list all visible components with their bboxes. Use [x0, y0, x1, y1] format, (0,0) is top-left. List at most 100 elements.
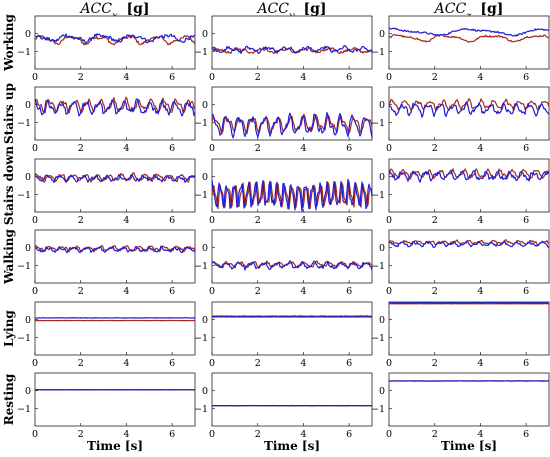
panel-r5-c0: 0 2 4 6 0 −1 [17, 372, 196, 440]
y-tick-label: 0 [202, 386, 208, 397]
y-tick-label: 0 [379, 315, 385, 326]
x-tick-label: 0 [386, 358, 392, 369]
x-tick-label: 6 [523, 358, 529, 369]
x-tick-label: 4 [477, 429, 483, 440]
series-blue-line [388, 302, 550, 304]
x-tick-label: 6 [346, 286, 352, 297]
x-tick-label: 6 [346, 215, 352, 226]
panel-r0-c2: 0 2 4 6 0 −1 [371, 15, 550, 83]
panel-r4-c0: 0 2 4 6 0 −1 [17, 301, 196, 369]
x-tick-label: 2 [255, 215, 261, 226]
x-tick-label: 4 [300, 143, 306, 154]
row-label-stairs-up: Stairs up [2, 83, 16, 144]
x-tick-label: 0 [209, 215, 215, 226]
x-tick-label: 2 [78, 429, 84, 440]
x-tick-label: 6 [169, 215, 175, 226]
row-label-walking: Walking [2, 229, 16, 285]
row-label-lying: Lying [2, 310, 16, 347]
x-tick-label: 0 [386, 429, 392, 440]
panel-r1-c2: 0 2 4 6 0 −1 [371, 86, 550, 154]
series-blue-line [34, 245, 196, 254]
x-tick-label: 4 [477, 72, 483, 83]
x-tick-label: 0 [209, 358, 215, 369]
x-tick-label: 6 [169, 429, 175, 440]
y-tick-label: 0 [25, 386, 31, 397]
y-tick-label: −1 [371, 118, 385, 129]
panel-r5-c2: 0 2 4 6 0 −1 [371, 372, 550, 440]
x-tick-label: 4 [300, 72, 306, 83]
y-tick-label: 0 [379, 172, 385, 183]
y-tick-label: −1 [371, 333, 385, 344]
y-tick-label: −1 [17, 190, 31, 201]
axes-frame [211, 86, 373, 141]
y-tick-label: −1 [194, 333, 208, 344]
y-tick-label: −1 [194, 190, 208, 201]
x-tick-label: 0 [32, 429, 38, 440]
panel-r2-c2: 0 2 4 6 0 −1 [371, 158, 550, 226]
y-tick-label: 0 [202, 172, 208, 183]
y-tick-label: −1 [371, 261, 385, 272]
y-tick-label: 0 [25, 243, 31, 254]
x-tick-label: 2 [78, 286, 84, 297]
x-tick-label: 2 [255, 429, 261, 440]
series-blue-line [34, 98, 196, 117]
x-tick-label: 0 [32, 143, 38, 154]
panel-r3-c2: 0 2 4 6 0 −1 [371, 229, 550, 297]
y-tick-label: −1 [371, 190, 385, 201]
series-red-line [388, 97, 550, 112]
x-tick-label: 6 [523, 286, 529, 297]
x-tick-label: 2 [432, 358, 438, 369]
y-tick-label: −1 [194, 118, 208, 129]
series-red-line [388, 239, 550, 246]
y-tick-label: −1 [371, 47, 385, 58]
x-tick-label: 0 [209, 429, 215, 440]
x-tick-label: 6 [169, 143, 175, 154]
x-axis-label: Time [s] [87, 439, 143, 453]
axes-frame [388, 158, 550, 213]
panel-r1-c1: 0 2 4 6 0 −1 [194, 86, 373, 154]
x-tick-label: 0 [386, 72, 392, 83]
panel-r5-c1: 0 2 4 6 0 −1 [194, 372, 373, 440]
panel-r0-c0: 0 2 4 6 0 −1 [17, 15, 196, 83]
x-tick-label: 6 [346, 429, 352, 440]
y-tick-label: 0 [202, 243, 208, 254]
x-tick-label: 2 [255, 143, 261, 154]
axes-frame [388, 229, 550, 284]
x-tick-label: 0 [32, 358, 38, 369]
y-tick-label: 0 [379, 29, 385, 40]
row-label-working: Working [2, 13, 16, 71]
axes-frame [34, 301, 196, 356]
axes-frame [34, 158, 196, 213]
y-tick-label: −1 [17, 404, 31, 415]
series-red-line [211, 180, 373, 210]
x-tick-label: 4 [123, 358, 129, 369]
y-tick-label: 0 [202, 29, 208, 40]
series-red-line [211, 46, 373, 55]
x-tick-label: 0 [209, 286, 215, 297]
x-tick-label: 4 [477, 215, 483, 226]
panel-r4-c2: 0 2 4 6 0 −1 [371, 301, 550, 369]
axes-frame [211, 372, 373, 427]
series-blue-line [211, 178, 373, 212]
axes-frame [34, 229, 196, 284]
x-tick-label: 2 [432, 143, 438, 154]
x-tick-label: 2 [432, 286, 438, 297]
x-tick-label: 4 [477, 143, 483, 154]
axes-frame [34, 86, 196, 141]
x-tick-label: 6 [523, 143, 529, 154]
x-tick-label: 4 [123, 215, 129, 226]
x-tick-label: 0 [32, 72, 38, 83]
x-tick-label: 6 [169, 72, 175, 83]
y-tick-label: −1 [371, 404, 385, 415]
series-red-line [34, 244, 196, 253]
series-blue-line [388, 169, 550, 183]
series-blue-line [211, 260, 373, 271]
y-tick-label: −1 [194, 404, 208, 415]
x-tick-label: 2 [255, 72, 261, 83]
x-tick-label: 4 [300, 429, 306, 440]
y-tick-label: −1 [17, 333, 31, 344]
axes-frame [388, 372, 550, 427]
x-tick-label: 0 [32, 215, 38, 226]
x-tick-label: 0 [209, 143, 215, 154]
